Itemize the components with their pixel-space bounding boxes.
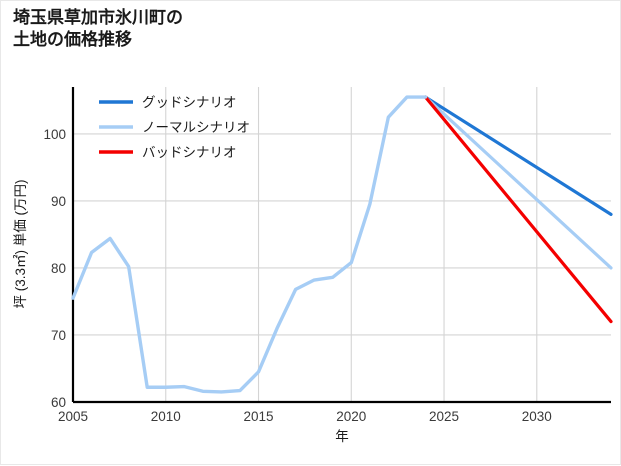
forecast-line-ノーマルシナリオ (423, 95, 613, 270)
x-tick-label: 2025 (429, 409, 459, 424)
x-tick-label: 2005 (58, 409, 88, 424)
x-tick-label: 2010 (151, 409, 181, 424)
x-axis-label: 年 (335, 429, 349, 444)
legend-label-good: グッドシナリオ (142, 95, 237, 110)
legend-label-bad: バッドシナリオ (142, 145, 237, 160)
y-tick-label: 60 (51, 395, 66, 410)
x-tick-label: 2030 (522, 409, 552, 424)
x-tick-label: 2020 (336, 409, 366, 424)
y-tick-label: 90 (51, 194, 66, 209)
y-axis-ticks: 60 70 80 90 100 (43, 127, 66, 410)
y-axis-label: 坪 (3.3㎡) 単価 (万円) (13, 179, 28, 308)
y-tick-label: 100 (43, 127, 66, 142)
gridlines-group (72, 87, 611, 403)
forecast-line-グッドシナリオ (423, 95, 613, 216)
axis-spines (71, 87, 611, 404)
historical-line-ノーマルシナリオ (71, 95, 428, 394)
series-group (71, 95, 613, 394)
legend-label-normal: ノーマルシナリオ (142, 120, 250, 135)
forecast-line-バッドシナリオ (423, 95, 613, 324)
y-tick-label: 80 (51, 261, 66, 276)
x-axis-ticks: 2005 2010 2015 2020 2025 2030 (58, 409, 552, 424)
page-title: 埼玉県草加市氷川町の 土地の価格推移 (13, 8, 183, 50)
x-tick-label: 2015 (243, 409, 273, 424)
y-tick-label: 70 (51, 328, 66, 343)
